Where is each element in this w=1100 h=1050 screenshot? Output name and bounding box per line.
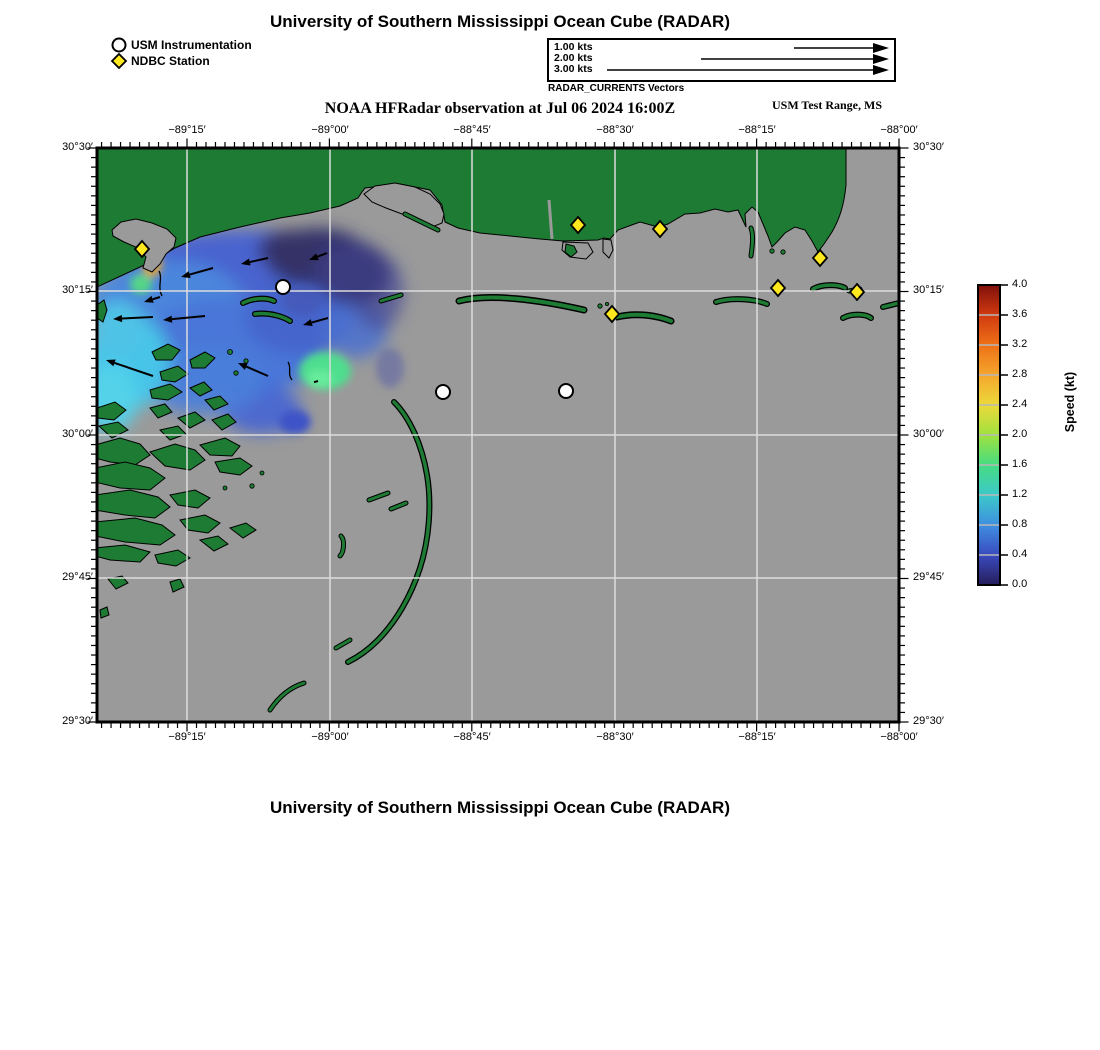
- current-vector-head: [238, 363, 248, 370]
- observation-subtitle: NOAA HFRadar observation at Jul 06 2024 …: [324, 100, 676, 117]
- lon-label-bottom: −88°45′: [453, 731, 491, 743]
- colorbar-title: Speed (kt): [1063, 371, 1077, 433]
- current-vector: [114, 361, 154, 377]
- current-vector: [189, 267, 214, 276]
- lon-label-bottom: −88°15′: [738, 731, 776, 743]
- station-markers: [133, 215, 866, 400]
- lon-label-bottom: −88°30′: [596, 731, 634, 743]
- lon-label-top: −88°30′: [596, 124, 634, 136]
- current-vector: [152, 296, 161, 301]
- current-vector-head: [144, 295, 154, 303]
- legend-ndbc-label: NDBC Station: [131, 54, 210, 68]
- colorbar-tick-label: 2.4: [1012, 398, 1028, 410]
- current-vector-head: [241, 258, 251, 266]
- lon-label-top: −88°15′: [738, 124, 776, 136]
- axis-ticks: [87, 138, 909, 732]
- legend-usm-instrumentation: USM Instrumentation: [110, 37, 252, 53]
- ndbc-station-marker: [848, 282, 866, 302]
- current-vector: [317, 252, 328, 258]
- current-vector-head: [181, 271, 191, 279]
- current-vector: [245, 365, 269, 377]
- lon-label-top: −89°00′: [311, 124, 349, 136]
- current-vector-head: [113, 314, 123, 323]
- lon-label-top: −88°00′: [880, 124, 918, 136]
- bay-peninsula: [564, 243, 578, 258]
- colorbar-border: [977, 284, 1001, 586]
- lat-label-right: 29°45′: [913, 571, 944, 583]
- ndbc-station-marker: [651, 219, 669, 239]
- colorbar-tick-label: 1.2: [1012, 488, 1028, 500]
- lat-label-left: 30°30′: [62, 141, 93, 153]
- station-legend: USM Instrumentation NDBC Station: [110, 37, 252, 69]
- usm-instrumentation-marker: [558, 383, 574, 399]
- vector-scale-3kt: 3.00 kts: [554, 63, 593, 75]
- usm-instrumentation-marker: [275, 279, 291, 295]
- lon-label-bottom: −88°00′: [880, 731, 918, 743]
- st-louis-bay: [363, 182, 445, 228]
- colorbar-tick-label: 0.0: [1012, 578, 1028, 590]
- map-interior: [97, 148, 899, 722]
- boundary-lines: [158, 270, 293, 381]
- vector-scale-2kt: 2.00 kts: [554, 52, 593, 64]
- footer-title: University of Southern Mississippi Ocean…: [269, 798, 730, 817]
- ndbc-diamond-icon: [110, 53, 128, 69]
- current-vector-head: [309, 253, 319, 261]
- lat-label-right: 30°30′: [913, 141, 944, 153]
- map-frame: [95, 146, 901, 724]
- vector-scale-legend: 1.00 kts 2.00 kts 3.00 kts: [547, 38, 896, 82]
- lat-label-left: 30°00′: [62, 428, 93, 440]
- ndbc-station-marker: [133, 239, 151, 259]
- barrier-islands: [240, 211, 899, 713]
- current-vectors: [106, 252, 329, 384]
- current-vector: [171, 315, 206, 321]
- ndbc-station-marker: [569, 215, 587, 235]
- vector-scale-1kt: 1.00 kts: [554, 41, 593, 53]
- current-vector-head: [303, 319, 313, 327]
- colorbar-tick-label: 3.6: [1012, 308, 1028, 320]
- lat-label-left: 29°30′: [62, 715, 93, 727]
- lat-label-left: 29°45′: [62, 571, 93, 583]
- colorbar-tick-label: 4.0: [1012, 278, 1028, 290]
- graticule: [97, 148, 899, 722]
- lon-label-top: −88°45′: [453, 124, 491, 136]
- ndbc-station-marker: [811, 248, 829, 268]
- ndbc-station-marker: [603, 304, 621, 324]
- lon-label-bottom: −89°15′: [168, 731, 206, 743]
- lon-label-bottom: −89°00′: [311, 731, 349, 743]
- current-vector-head: [106, 359, 116, 367]
- current-vector-head: [163, 315, 173, 323]
- current-vector: [313, 380, 319, 384]
- colorbar-tick-label: 3.2: [1012, 338, 1028, 350]
- test-range-label: USM Test Range, MS: [771, 98, 882, 112]
- colorbar-tick-label: 2.0: [1012, 428, 1028, 440]
- usm-circle-icon: [111, 37, 127, 53]
- page-title: University of Southern Mississippi Ocean…: [269, 12, 730, 31]
- usm-instrumentation-marker: [435, 384, 451, 400]
- vector-legend-caption: RADAR_CURRENTS Vectors: [548, 83, 685, 94]
- colorbar-tick-label: 0.8: [1012, 518, 1028, 530]
- colorbar-tick-label: 2.8: [1012, 368, 1028, 380]
- legend-ndbc-station: NDBC Station: [110, 53, 252, 69]
- biloxi-river: [547, 199, 554, 240]
- current-vector: [249, 257, 269, 264]
- islet-dots: [222, 248, 786, 491]
- lat-label-right: 30°15′: [913, 284, 944, 296]
- vector-scale-arrows: [607, 43, 889, 75]
- speed-colorbar: [977, 284, 1008, 586]
- ndbc-station-marker: [769, 278, 787, 298]
- colorbar-tick-label: 0.4: [1012, 548, 1028, 560]
- current-vector: [311, 317, 329, 324]
- lat-label-right: 29°30′: [913, 715, 944, 727]
- radar-current-map: [87, 138, 1008, 732]
- lat-label-left: 30°15′: [62, 284, 93, 296]
- lon-label-top: −89°15′: [168, 124, 206, 136]
- lat-label-right: 30°00′: [913, 428, 944, 440]
- legend-usm-label: USM Instrumentation: [131, 38, 252, 52]
- current-vector: [121, 316, 154, 320]
- colorbar-tick-label: 1.6: [1012, 458, 1028, 470]
